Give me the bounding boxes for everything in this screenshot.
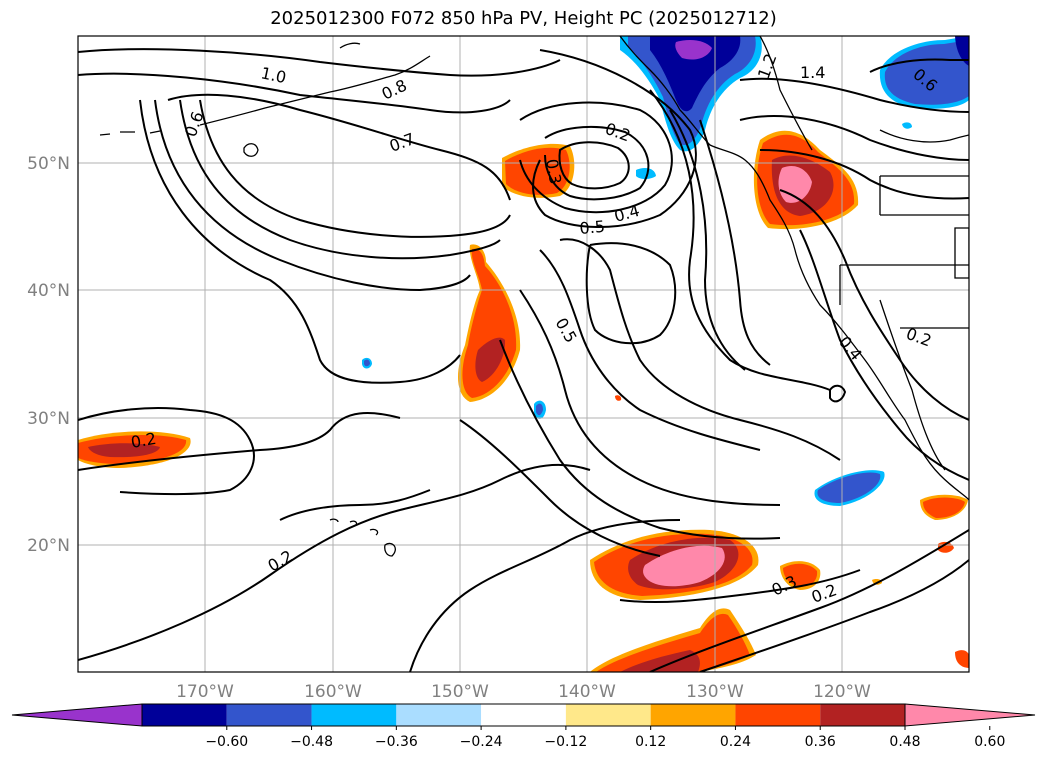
colorbar-swatch xyxy=(735,704,821,726)
colorbar-tick-label: 0.36 xyxy=(805,734,836,750)
contour-label: 1.0 xyxy=(259,63,288,87)
colorbar-outline xyxy=(141,703,906,727)
colorbar-tick-label: −0.48 xyxy=(290,734,333,750)
height-contours xyxy=(78,48,969,672)
colorbar-swatch xyxy=(311,704,397,726)
colorbar-swatch xyxy=(396,704,482,726)
colorbar-swatch xyxy=(650,704,736,726)
lat-label-50n: 50°N xyxy=(27,154,70,174)
colorbar-tick-label: −0.12 xyxy=(544,734,587,750)
map-title: 2025012300 F072 850 hPa PV, Height PC (2… xyxy=(270,8,777,29)
lon-label-130w: 130°W xyxy=(686,682,744,702)
map-background xyxy=(78,36,969,672)
pv-positive-shading xyxy=(78,130,969,672)
colorbar-extend-high xyxy=(904,703,1036,727)
colorbar-extend-low xyxy=(11,703,143,727)
lat-label-40n: 40°N xyxy=(27,281,70,301)
colorbar: −0.60 −0.48 −0.36 −0.24 −0.12 0.12 0.24 0.36 0.4… xyxy=(11,703,1036,750)
pv-negative-shading xyxy=(362,36,969,506)
lon-label-160w: 160°W xyxy=(304,682,362,702)
longitude-labels: 170°W 160°W 150°W 140°W 130°W 120°W xyxy=(176,682,871,702)
colorbar-tick-label: 0.60 xyxy=(974,734,1005,750)
lon-label-140w: 140°W xyxy=(558,682,616,702)
colorbar-tick-label: −0.24 xyxy=(460,734,503,750)
colorbar-swatch xyxy=(142,704,227,726)
map-frame xyxy=(77,35,970,673)
lon-label-120w: 120°W xyxy=(813,682,871,702)
colorbar-tick-label: 0.48 xyxy=(889,734,920,750)
contour-label: 0.3 xyxy=(542,157,565,185)
colorbar-swatch xyxy=(481,704,566,726)
lat-label-30n: 30°N xyxy=(27,409,70,429)
contour-label: 0.5 xyxy=(579,217,606,238)
colorbar-swatch xyxy=(565,704,651,726)
colorbar-swatch xyxy=(226,704,312,726)
colorbar-tick-label: −0.60 xyxy=(205,734,248,750)
lat-label-20n: 20°N xyxy=(27,536,70,556)
lon-label-150w: 150°W xyxy=(431,682,489,702)
colorbar-swatch xyxy=(820,704,905,726)
colorbar-tick-label: 0.12 xyxy=(635,734,666,750)
contour-label: 0.2 xyxy=(129,429,157,452)
colorbar-tick-label: −0.36 xyxy=(375,734,418,750)
lon-label-170w: 170°W xyxy=(176,682,234,702)
contour-label: 1.4 xyxy=(800,63,825,82)
latitude-labels: 50°N 40°N 30°N 20°N xyxy=(27,154,70,556)
colorbar-tick-label: 0.24 xyxy=(720,734,751,750)
